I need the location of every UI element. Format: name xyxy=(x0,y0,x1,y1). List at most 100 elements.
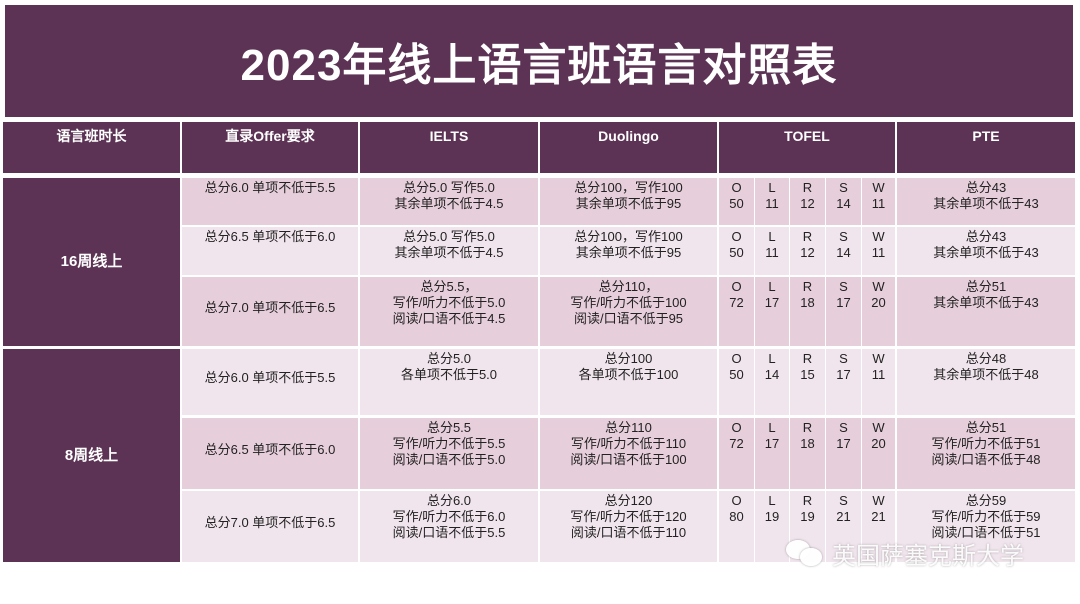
toefl-label: S xyxy=(839,229,848,244)
toefl-label: L xyxy=(768,180,776,195)
cell-line: 其余单项不低于95 xyxy=(575,245,682,260)
toefl-r-cell: R 12 xyxy=(790,178,825,225)
cell-line: 写作/听力不低于5.5 xyxy=(392,436,506,451)
toefl-l-cell: L 11 xyxy=(755,178,789,225)
cell-line: 其余单项不低于4.5 xyxy=(394,245,504,260)
toefl-score: 18 xyxy=(800,436,815,451)
cell-line: 总分48 xyxy=(965,351,1007,366)
duolingo-cell: 总分120 写作/听力不低于120 阅读/口语不低于110 xyxy=(540,491,717,562)
toefl-label: W xyxy=(872,351,885,366)
toefl-s-cell: S 17 xyxy=(826,418,861,489)
cell-line: 总分5.0 xyxy=(426,351,472,366)
toefl-label: R xyxy=(802,420,813,435)
toefl-r-cell: R 12 xyxy=(790,227,825,275)
cell-line: 其余单项不低于43 xyxy=(933,196,1039,211)
duolingo-cell: 总分100，写作100 其余单项不低于95 xyxy=(540,178,717,225)
cell-line: 写作/听力不低于120 xyxy=(570,509,687,524)
cell-line: 各单项不低于100 xyxy=(578,367,679,382)
toefl-l-cell: L 17 xyxy=(755,418,789,489)
toefl-score: 20 xyxy=(871,295,886,310)
cell-line: 写作/听力不低于110 xyxy=(570,436,687,451)
toefl-w-cell: W 11 xyxy=(862,349,895,415)
toefl-score: 80 xyxy=(729,509,744,524)
toefl-label: L xyxy=(768,279,776,294)
toefl-score: 15 xyxy=(800,367,815,382)
toefl-score: 17 xyxy=(836,436,851,451)
toefl-label: S xyxy=(839,279,848,294)
toefl-label: R xyxy=(802,279,813,294)
header-duolingo: Duolingo xyxy=(540,122,717,173)
toefl-label: L xyxy=(768,351,776,366)
duolingo-cell: 总分110， 写作/听力不低于100 阅读/口语不低于95 xyxy=(540,277,717,346)
toefl-score: 72 xyxy=(729,436,744,451)
cell-line: 总分110， xyxy=(598,279,659,294)
offer-text: 总分6.5 单项不低于6.0 xyxy=(204,441,336,457)
cell-line: 总分5.5， xyxy=(420,279,478,294)
toefl-label: S xyxy=(839,180,848,195)
toefl-w-cell: W 20 xyxy=(862,418,895,489)
offer-requirement-cell: 总分6.0 单项不低于5.5 xyxy=(182,178,358,225)
cell-line: 总分5.0 写作5.0 xyxy=(403,180,495,195)
cell-line: 总分100，写作100 xyxy=(574,180,683,195)
toefl-l-cell: L 11 xyxy=(755,227,789,275)
cell-line: 总分120 xyxy=(604,493,653,508)
cell-line: 阅读/口语不低于110 xyxy=(570,525,687,540)
cell-line: 阅读/口语不低于95 xyxy=(573,311,684,326)
toefl-o-cell: O 72 xyxy=(719,418,754,489)
watermark: 英国萨塞克斯大学 xyxy=(786,536,1024,571)
cell-line: 写作/听力不低于6.0 xyxy=(392,509,506,524)
toefl-score: 14 xyxy=(836,245,851,260)
cell-line: 总分51 xyxy=(965,420,1007,435)
toefl-score: 20 xyxy=(871,436,886,451)
toefl-s-cell: S 17 xyxy=(826,277,861,346)
cell-line: 总分5.5 xyxy=(426,420,472,435)
cell-line: 总分100，写作100 xyxy=(574,229,683,244)
cell-line: 其余单项不低于43 xyxy=(933,245,1039,260)
toefl-label: W xyxy=(872,229,885,244)
cell-line: 阅读/口语不低于5.0 xyxy=(392,452,506,467)
toefl-label: O xyxy=(731,351,742,366)
duolingo-cell: 总分100，写作100 其余单项不低于95 xyxy=(540,227,717,275)
offer-requirement-cell: 总分6.5 单项不低于6.0 xyxy=(182,227,358,275)
toefl-label: R xyxy=(802,180,813,195)
cell-line: 总分6.0 xyxy=(426,493,472,508)
toefl-score: 50 xyxy=(729,245,744,260)
cell-line: 写作/听力不低于100 xyxy=(570,295,687,310)
cell-line: 其余单项不低于48 xyxy=(933,367,1039,382)
toefl-r-cell: R 18 xyxy=(790,277,825,346)
toefl-score: 12 xyxy=(800,245,815,260)
offer-requirement-cell: 总分7.0 单项不低于6.5 xyxy=(182,491,358,562)
offer-text: 总分6.5 单项不低于6.0 xyxy=(204,229,336,244)
header-toefl: TOFEL xyxy=(719,122,895,173)
cell-line: 阅读/口语不低于51 xyxy=(931,525,1041,540)
wechat-icon xyxy=(786,539,826,568)
toefl-w-cell: W 20 xyxy=(862,277,895,346)
toefl-score: 21 xyxy=(836,509,851,524)
offer-text: 总分6.0 单项不低于5.5 xyxy=(204,370,336,385)
toefl-l-cell: L 19 xyxy=(755,491,789,562)
toefl-label: W xyxy=(872,279,885,294)
pte-cell: 总分43 其余单项不低于43 xyxy=(897,227,1075,275)
ielts-cell: 总分5.5 写作/听力不低于5.5 阅读/口语不低于5.0 xyxy=(360,418,538,489)
title-banner: 2023年线上语言班语言对照表 xyxy=(5,5,1073,117)
toefl-w-cell: W 11 xyxy=(862,227,895,275)
toefl-score: 21 xyxy=(871,509,886,524)
toefl-o-cell: O 80 xyxy=(719,491,754,562)
cell-line: 其余单项不低于95 xyxy=(575,196,682,211)
toefl-label: S xyxy=(839,420,848,435)
cell-line: 阅读/口语不低于48 xyxy=(931,452,1041,467)
toefl-score: 14 xyxy=(836,196,851,211)
watermark-text: 英国萨塞克斯大学 xyxy=(832,543,1024,570)
offer-text: 总分6.0 单项不低于5.5 xyxy=(204,180,336,195)
header-pte: PTE xyxy=(897,122,1075,173)
toefl-label: L xyxy=(768,420,776,435)
ielts-cell: 总分5.0 写作5.0 其余单项不低于4.5 xyxy=(360,227,538,275)
toefl-score: 11 xyxy=(871,196,886,211)
toefl-label: L xyxy=(768,229,776,244)
ielts-cell: 总分6.0 写作/听力不低于6.0 阅读/口语不低于5.5 xyxy=(360,491,538,562)
toefl-o-cell: O 72 xyxy=(719,277,754,346)
toefl-score: 17 xyxy=(764,295,780,310)
toefl-label: O xyxy=(731,279,742,294)
toefl-s-cell: S 17 xyxy=(826,349,861,415)
toefl-score: 19 xyxy=(764,509,780,524)
